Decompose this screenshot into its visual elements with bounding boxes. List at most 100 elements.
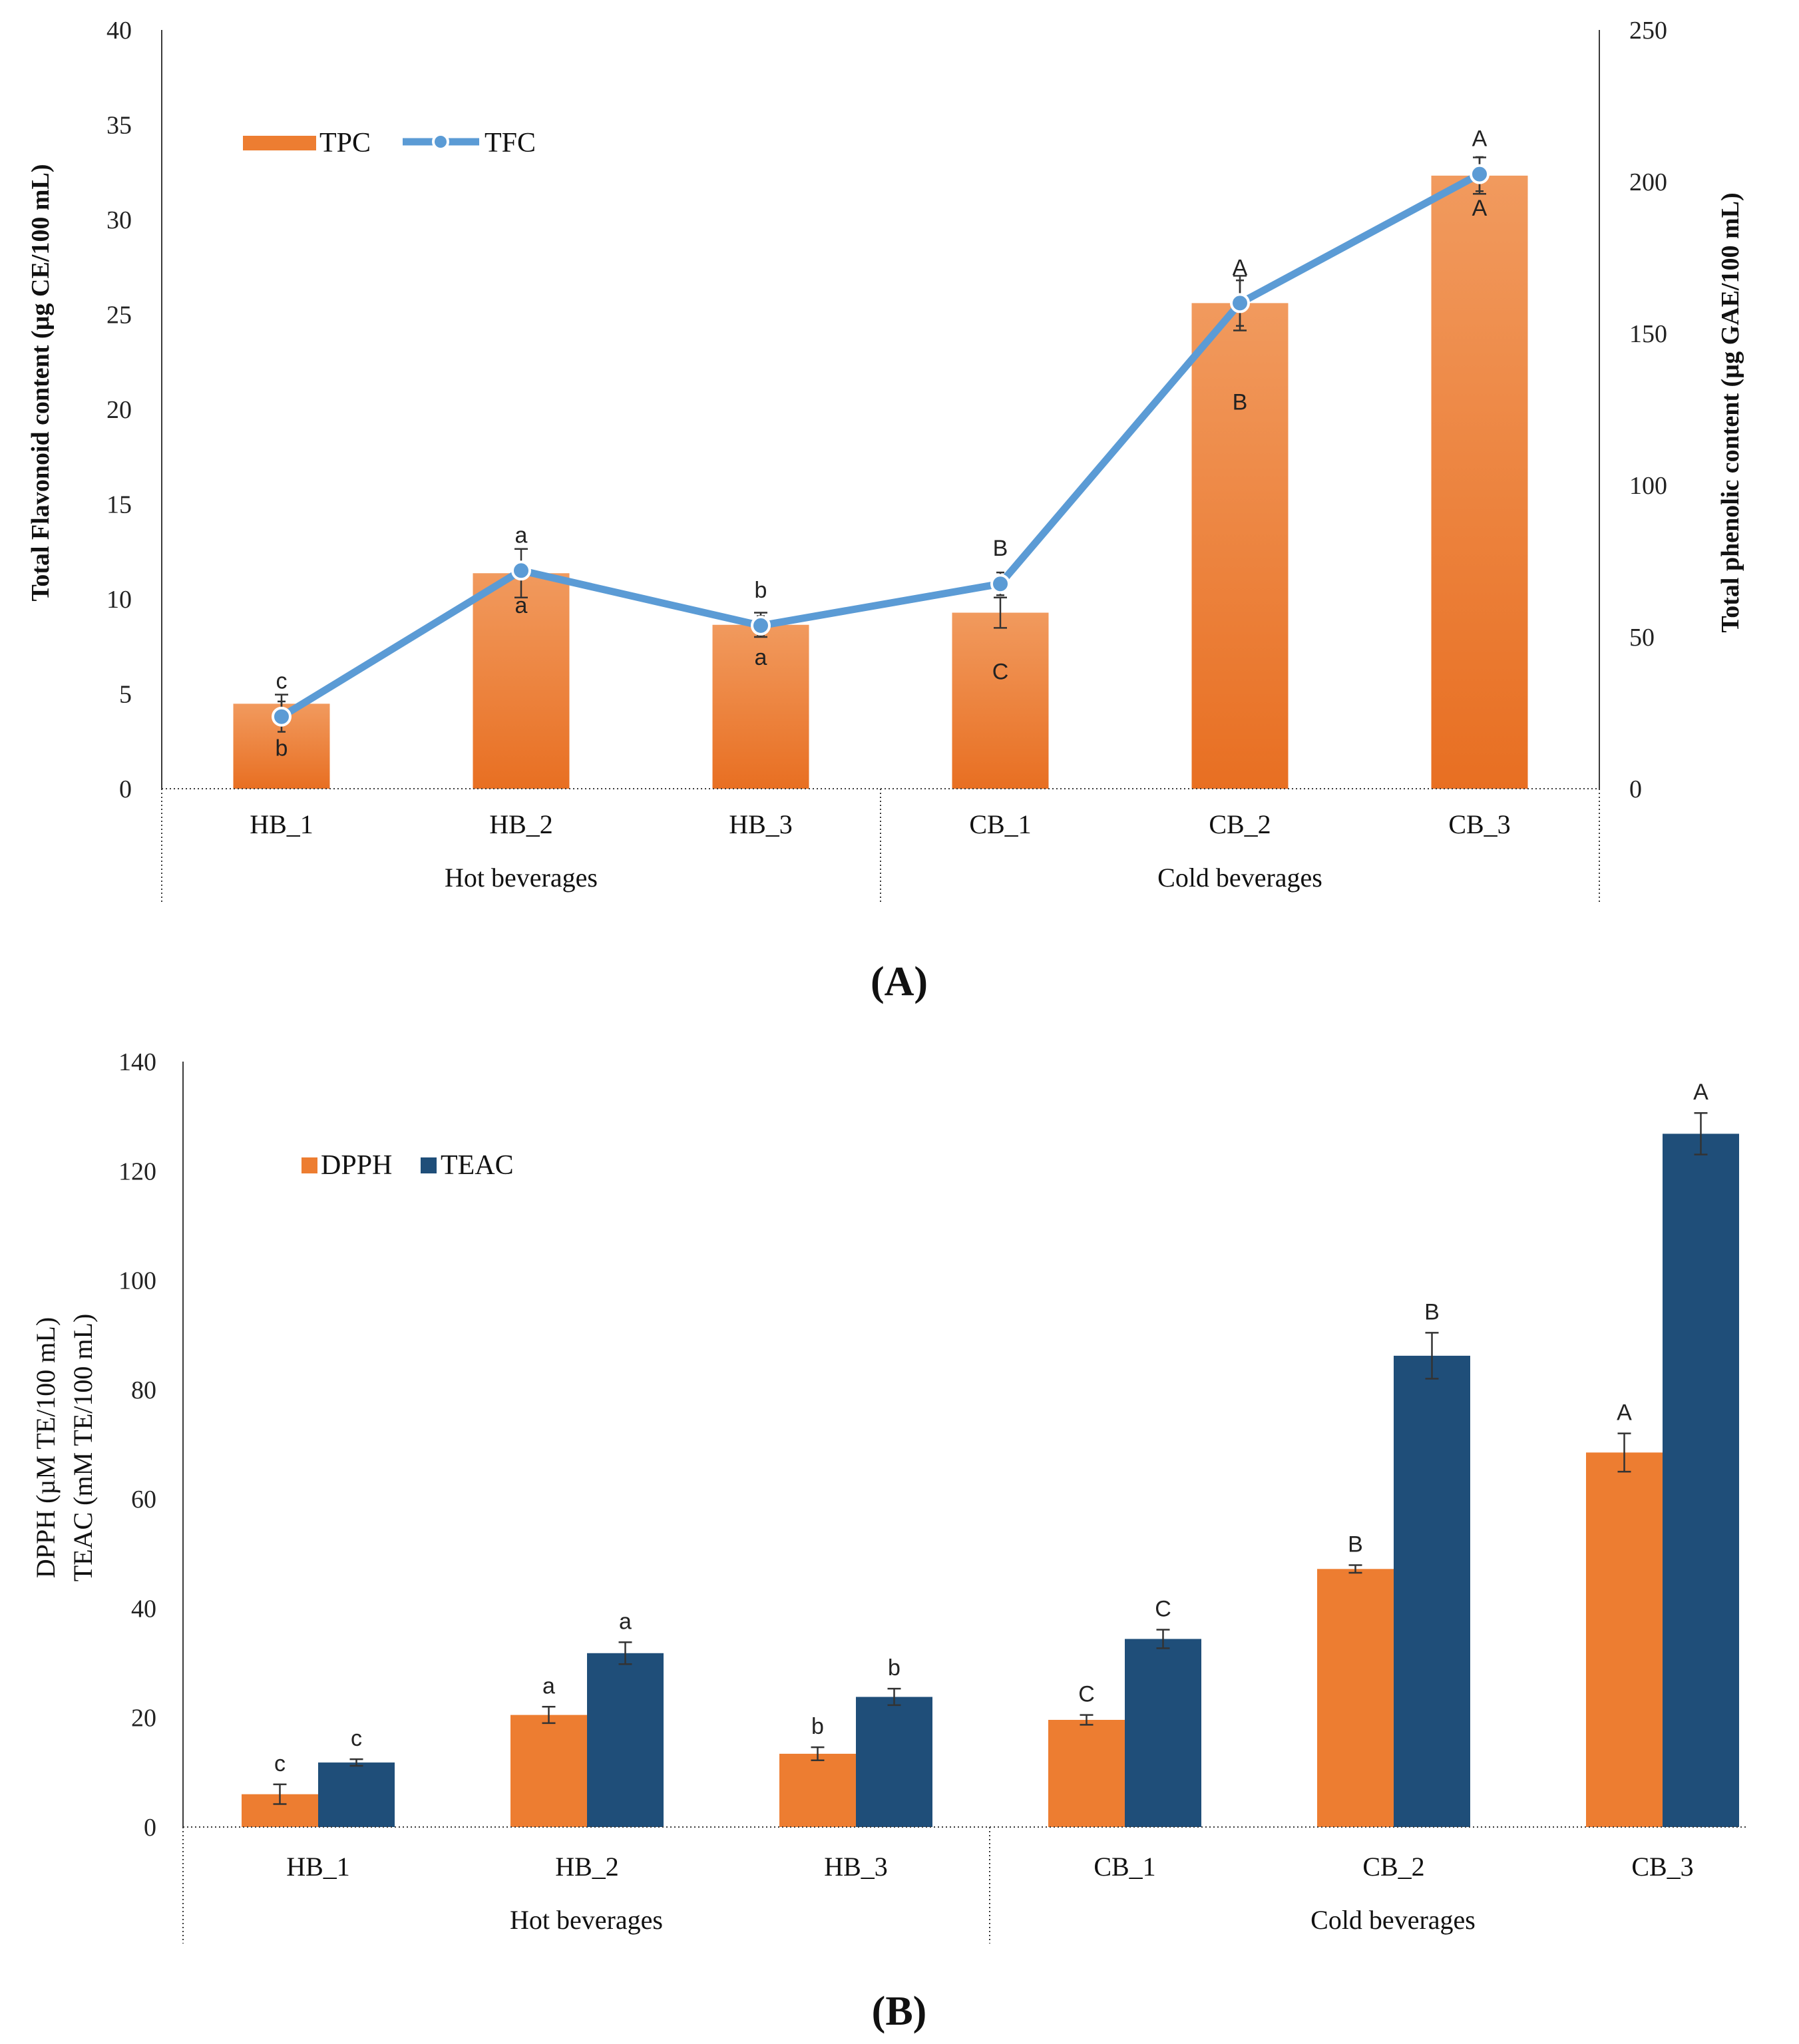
tfc-point xyxy=(990,574,1010,594)
category-label: CB_3 xyxy=(1448,809,1510,839)
y-tick-label: 40 xyxy=(131,1595,156,1623)
panel-label-b: (B) xyxy=(872,1989,927,2034)
left-tick-label: 5 xyxy=(119,681,132,709)
chart-panel-a: 0 5 10 15 20 25 30 35 40 0 50 100 150 200 250 c a b B A Ab… xyxy=(27,17,1744,1004)
tpc-significance-letter: a xyxy=(515,593,528,618)
chart-panel-b: 0 20 40 60 80 100 120 140 c a b C B Ac a b C B A HB_1 HB_2… xyxy=(31,1048,1747,2034)
dpph-bar xyxy=(779,1753,856,1827)
legend-tfc-marker xyxy=(432,133,449,150)
tfc-series-line xyxy=(278,170,1484,721)
left-tick-label: 35 xyxy=(106,112,132,140)
tpc-significance-letter: C xyxy=(992,660,1009,685)
left-tick-label: 30 xyxy=(106,206,132,234)
legend-a: TPC TFC xyxy=(243,128,536,158)
y-tick-label: 120 xyxy=(118,1157,156,1185)
legend-tfc-label: TFC xyxy=(485,128,536,158)
tfc-significance-letter: b xyxy=(755,578,767,603)
left-axis-title: Total Flavonoid content (µg CE/100 mL) xyxy=(27,164,55,601)
legend-dpph-swatch xyxy=(301,1157,317,1173)
significance-letters-a: c a b B A Ab a a C B A xyxy=(276,126,1488,761)
tfc-line xyxy=(272,156,1490,733)
legend-dpph-label: DPPH xyxy=(321,1150,392,1181)
left-tick-label: 10 xyxy=(106,586,132,614)
dpph-bar xyxy=(1048,1720,1125,1827)
right-tick-label: 200 xyxy=(1629,168,1667,196)
right-axis-title: Total phenolic content (µg GAE/100 mL) xyxy=(1716,192,1744,632)
tpc-bar xyxy=(473,573,570,789)
category-label: CB_1 xyxy=(1094,1852,1155,1882)
teac-bar xyxy=(1394,1355,1470,1827)
legend-teac-label: TEAC xyxy=(441,1150,514,1181)
tfc-point xyxy=(272,706,292,727)
legend-tpc-label: TPC xyxy=(319,128,371,158)
teac-bar xyxy=(1125,1639,1201,1827)
error-bars-b xyxy=(273,1112,1708,1805)
right-tick-label: 0 xyxy=(1629,775,1642,803)
y-tick-label: 100 xyxy=(118,1267,156,1295)
category-label: HB_3 xyxy=(824,1852,888,1882)
teac-significance-letter: b xyxy=(888,1655,900,1681)
right-axis-ticks: 0 50 100 150 200 250 xyxy=(1629,17,1667,803)
teac-significance-letter: A xyxy=(1693,1080,1708,1105)
y-axis-title-line2: TEAC (mM TE/100 mL) xyxy=(68,1314,98,1582)
teac-bar xyxy=(587,1653,664,1827)
y-axis-ticks-b: 0 20 40 60 80 100 120 140 xyxy=(118,1048,156,1842)
category-label: HB_2 xyxy=(555,1852,619,1882)
category-label: HB_1 xyxy=(286,1852,350,1882)
y-tick-label: 80 xyxy=(131,1376,156,1404)
tpc-error-bars xyxy=(275,156,1486,714)
y-axis-title-line1: DPPH (µM TE/100 mL) xyxy=(31,1317,61,1578)
teac-significance-letter: a xyxy=(619,1609,632,1634)
dpph-bar xyxy=(1586,1452,1663,1827)
category-label: CB_1 xyxy=(969,809,1031,839)
left-tick-label: 0 xyxy=(119,775,132,803)
category-labels-a: HB_1 HB_2 HB_3 CB_1 CB_2 CB_3 xyxy=(250,809,1510,839)
teac-significance-letter: c xyxy=(351,1726,362,1751)
left-tick-label: 15 xyxy=(106,491,132,519)
category-label: CB_3 xyxy=(1631,1852,1693,1882)
tpc-bar xyxy=(952,612,1049,789)
right-tick-label: 250 xyxy=(1629,17,1667,45)
tfc-significance-letter: A xyxy=(1472,126,1488,152)
tfc-significance-letter: a xyxy=(515,522,528,548)
tfc-significance-letter: A xyxy=(1233,255,1248,280)
category-label: HB_2 xyxy=(489,809,553,839)
dpph-bar xyxy=(1317,1569,1394,1827)
dpph-significance-letter: c xyxy=(274,1751,286,1776)
tpc-significance-letter: b xyxy=(276,735,288,761)
y-tick-label: 20 xyxy=(131,1705,156,1733)
left-tick-label: 20 xyxy=(106,396,132,424)
category-label: HB_1 xyxy=(250,809,313,839)
dpph-significance-letter: B xyxy=(1348,1532,1363,1557)
teac-bar xyxy=(1663,1133,1739,1827)
teac-significance-letter: C xyxy=(1155,1596,1171,1621)
group-label-hot-b: Hot beverages xyxy=(510,1905,663,1935)
tfc-point xyxy=(1470,164,1490,184)
legend-b: DPPH TEAC xyxy=(301,1150,514,1181)
tfc-significance-letter: B xyxy=(993,536,1008,561)
group-label-hot: Hot beverages xyxy=(445,863,598,893)
tpc-bar xyxy=(1431,175,1528,789)
tpc-bar xyxy=(712,624,809,789)
dpph-significance-letter: b xyxy=(811,1714,824,1739)
y-tick-label: 0 xyxy=(144,1814,156,1842)
panel-label-b-letter: B xyxy=(885,1989,912,2034)
dpph-teac-bars xyxy=(242,1133,1739,1827)
category-label: CB_2 xyxy=(1209,809,1271,839)
category-labels-b: HB_1 HB_2 HB_3 CB_1 CB_2 CB_3 xyxy=(286,1852,1693,1882)
dpph-significance-letter: C xyxy=(1078,1682,1095,1707)
teac-significance-letter: B xyxy=(1424,1299,1440,1325)
tpc-significance-letter: a xyxy=(755,645,767,670)
left-tick-label: 25 xyxy=(106,302,132,329)
category-label: HB_3 xyxy=(729,809,793,839)
tpc-significance-letter: A xyxy=(1472,196,1488,221)
teac-bar xyxy=(318,1762,395,1827)
right-tick-label: 150 xyxy=(1629,320,1667,348)
legend-tpc-swatch xyxy=(243,136,316,150)
significance-letters-b: c a b C B Ac a b C B A xyxy=(274,1080,1708,1776)
group-label-cold-b: Cold beverages xyxy=(1310,1905,1476,1935)
dpph-significance-letter: A xyxy=(1617,1400,1632,1426)
group-label-cold: Cold beverages xyxy=(1157,863,1322,893)
category-label: CB_2 xyxy=(1362,1852,1424,1882)
